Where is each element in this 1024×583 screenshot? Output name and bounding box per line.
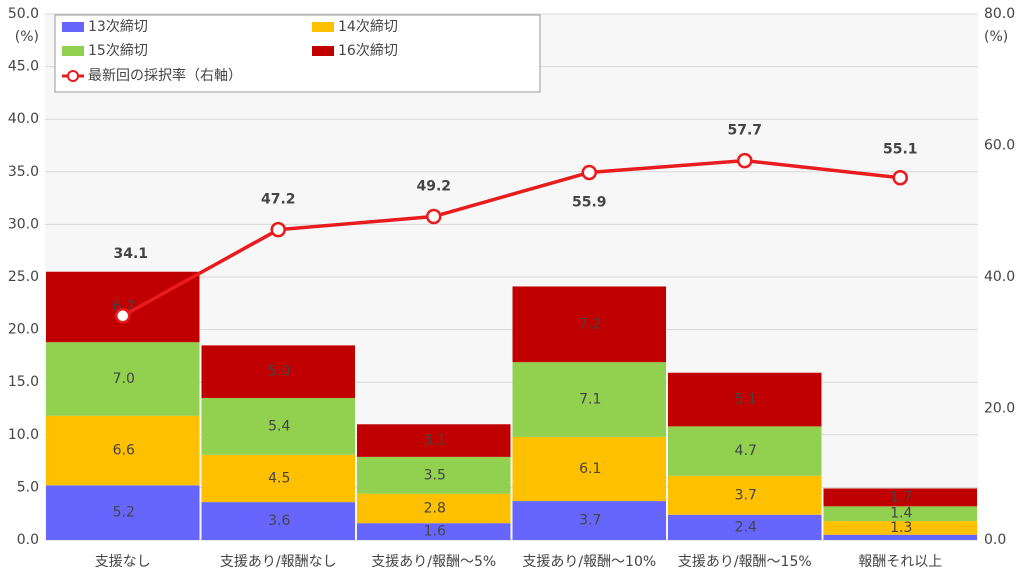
legend-label: 16次締切 xyxy=(338,42,398,59)
y2-tick-label: 60.0 xyxy=(984,138,1015,154)
bar-segment xyxy=(357,424,511,457)
data-label: 5.1 xyxy=(735,392,757,408)
line-label: 57.7 xyxy=(727,123,762,139)
line-marker xyxy=(892,169,908,186)
bar-segment xyxy=(823,488,977,507)
data-label: 7.2 xyxy=(579,316,601,332)
y-tick-label: 0.0 xyxy=(17,532,39,548)
y-tick-label: 30.0 xyxy=(8,216,39,232)
data-label: 4.7 xyxy=(735,443,757,459)
data-label: 1.3 xyxy=(890,520,912,536)
data-label: 6.6 xyxy=(113,443,135,459)
legend-marker xyxy=(67,70,79,82)
y2-tick-label: 80.0 xyxy=(984,6,1015,22)
y2-tick-label: 20.0 xyxy=(984,401,1015,417)
x-tick-label: 支援あり/報酬なし xyxy=(220,554,337,570)
y2-tick-label: 0.0 xyxy=(984,532,1006,548)
y-tick-label: 15.0 xyxy=(8,374,39,390)
line-label: 47.2 xyxy=(261,192,296,208)
legend-box xyxy=(54,14,541,93)
bar-segment xyxy=(357,523,511,540)
legend-swatch xyxy=(62,22,84,32)
data-label: 5.0 xyxy=(268,364,290,380)
bar-segment xyxy=(668,514,822,540)
data-label: 3.6 xyxy=(268,513,290,529)
legend-swatch xyxy=(312,46,334,56)
bar-segment xyxy=(668,372,822,427)
y-tick-label: 40.0 xyxy=(8,111,39,127)
legend-swatch xyxy=(62,46,84,56)
data-label: 5.4 xyxy=(268,418,290,434)
line-marker xyxy=(581,164,597,181)
data-label: 3.1 xyxy=(424,433,446,449)
y2-unit: (%) xyxy=(984,29,1008,45)
data-label: 3.5 xyxy=(424,467,446,483)
x-tick-label: 支援あり/報酬～15% xyxy=(678,554,812,570)
bar-segment xyxy=(201,345,355,398)
bar-segment xyxy=(512,286,666,363)
x-tick-label: 支援あり/報酬～5% xyxy=(371,554,496,570)
data-label: 1.4 xyxy=(890,506,912,522)
data-label: 1.7 xyxy=(890,489,912,505)
line-label: 55.9 xyxy=(572,194,607,210)
legend-label: 15次締切 xyxy=(88,42,148,59)
bar-segment xyxy=(46,342,200,416)
y-unit: (%) xyxy=(15,29,39,45)
x-tick-label: 支援あり/報酬～10% xyxy=(522,554,656,570)
data-label: 6.1 xyxy=(579,461,601,477)
line-marker xyxy=(115,308,131,324)
y-tick-label: 35.0 xyxy=(8,164,39,180)
bar-segment xyxy=(512,362,666,437)
x-tick-label: 報酬それ以上 xyxy=(858,554,942,570)
y-tick-label: 45.0 xyxy=(8,59,39,75)
legend-label: 最新回の採択率（右軸） xyxy=(88,67,242,84)
y-tick-label: 20.0 xyxy=(8,322,39,338)
bar-segment xyxy=(46,271,200,343)
line-label: 34.1 xyxy=(113,246,148,262)
bar-segment xyxy=(823,506,977,522)
line-series xyxy=(121,158,901,318)
bar-segment xyxy=(201,397,355,455)
y-tick-label: 5.0 xyxy=(17,479,39,495)
data-label: 5.2 xyxy=(113,505,135,521)
line-label: 55.1 xyxy=(883,142,918,158)
data-label: 4.5 xyxy=(268,470,290,486)
data-label: 7.1 xyxy=(579,392,601,408)
line-marker xyxy=(737,152,753,169)
bar-segment xyxy=(668,426,822,476)
bar-segment xyxy=(201,454,355,503)
bar-segment xyxy=(512,436,666,502)
data-label: 3.7 xyxy=(579,513,601,529)
bar-segment xyxy=(357,456,511,494)
legend-label: 14次締切 xyxy=(338,18,398,35)
bar-segment xyxy=(668,475,822,515)
data-label: 2.4 xyxy=(735,519,757,535)
y-tick-label: 50.0 xyxy=(8,6,39,22)
bar-segment xyxy=(46,485,200,540)
legend-swatch xyxy=(312,22,334,32)
bar-segment xyxy=(823,534,977,540)
bar-segment xyxy=(823,521,977,535)
y-tick-label: 25.0 xyxy=(8,269,39,285)
bar-segment xyxy=(512,501,666,540)
x-tick-label: 支援なし xyxy=(95,554,151,570)
data-label: 2.8 xyxy=(424,500,446,516)
line-marker xyxy=(426,208,442,225)
bar-segment xyxy=(46,415,200,486)
line-marker xyxy=(270,221,286,238)
y2-tick-label: 40.0 xyxy=(984,269,1015,285)
y-tick-label: 10.0 xyxy=(8,427,39,443)
legend-label: 13次締切 xyxy=(88,18,148,35)
bar-segment xyxy=(357,493,511,524)
data-label: 3.7 xyxy=(735,487,757,503)
data-label: 7.0 xyxy=(113,371,135,387)
line-label: 49.2 xyxy=(416,179,451,195)
bar-segment xyxy=(201,502,355,540)
data-label: 1.6 xyxy=(424,524,446,540)
